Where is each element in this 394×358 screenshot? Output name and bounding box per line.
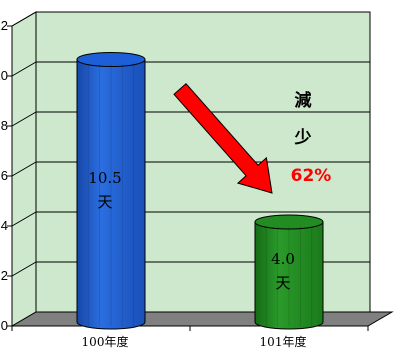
gridline-side <box>11 261 37 277</box>
x-tick-label: 101年度 <box>260 334 307 349</box>
arrow-shape <box>173 82 273 194</box>
bar-body <box>254 221 324 330</box>
x-tick-label: 100年度 <box>82 334 129 349</box>
bar-value-label: 4.0 <box>271 250 295 268</box>
gridline-side <box>11 211 37 227</box>
bar-top <box>254 214 324 230</box>
annotation: 減 少 62% <box>173 82 332 194</box>
y-tick-label: 10 <box>0 68 8 83</box>
bar-top <box>76 52 146 67</box>
y-tick-label: 6 <box>1 168 8 183</box>
y-tick-label: 0 <box>1 318 8 333</box>
bar-unit-label: 天 <box>275 274 290 292</box>
y-tick-label: 2 <box>1 268 8 283</box>
bar: 4.0 天 <box>254 214 324 330</box>
bar-value-label: 10.5 <box>88 169 121 187</box>
bars: 10.5 天 4.0 天 <box>76 52 324 330</box>
bar-body <box>76 59 146 330</box>
annotation-line-1: 減 <box>295 90 312 111</box>
chart-walls <box>10 11 394 327</box>
y-tick-label: 8 <box>1 118 8 133</box>
y-axis: 0 2 4 6 8 10 12 <box>0 18 13 333</box>
gridline-side <box>11 111 37 127</box>
y-tick-label: 12 <box>0 18 8 33</box>
gridline-side <box>11 61 37 77</box>
x-axis: 100年度 101年度 <box>11 325 369 349</box>
annotation-percent: 62% <box>291 166 332 186</box>
gridline-side <box>11 161 37 177</box>
gridline-side <box>11 11 37 27</box>
annotation-line-2: 少 <box>294 128 312 148</box>
y-tick-label: 4 <box>1 218 8 233</box>
bar: 10.5 天 <box>76 52 146 330</box>
bar-unit-label: 天 <box>97 193 112 211</box>
decrease-arrow <box>173 82 273 194</box>
floor <box>10 311 394 327</box>
